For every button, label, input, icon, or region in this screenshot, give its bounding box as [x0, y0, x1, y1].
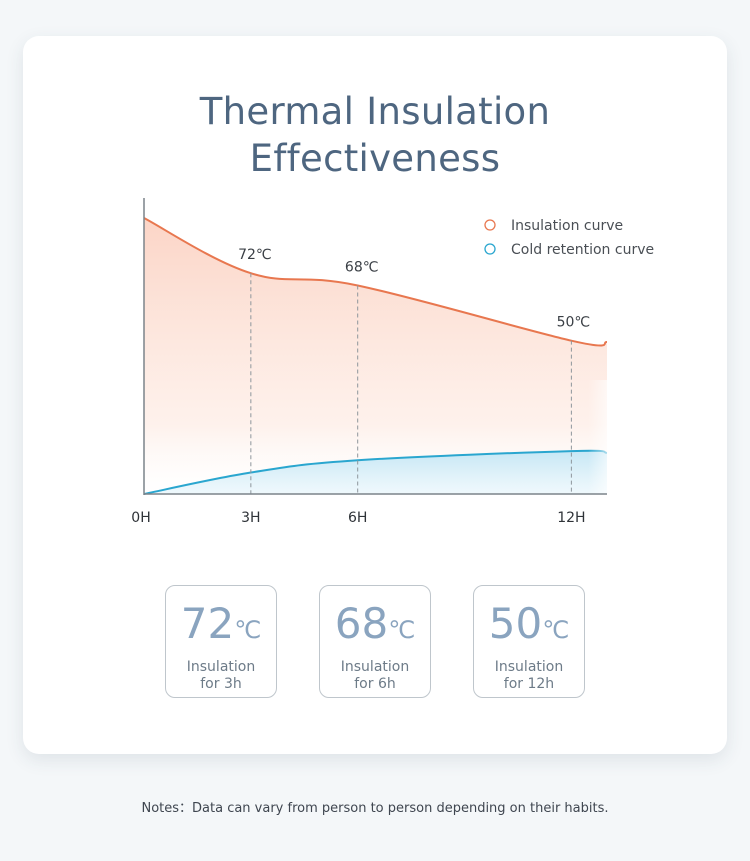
point-label: 50℃ — [557, 315, 591, 331]
stat-box: 68℃ Insulation for 6h — [319, 585, 431, 698]
stat-label-line-1: Insulation — [340, 659, 410, 675]
stat-label: Insulation for 12h — [474, 659, 584, 693]
stat-box: 72℃ Insulation for 3h — [165, 585, 277, 698]
insulation-chart: 72℃ 68℃ 50℃ 0H 3H 6H 12H Insulation curve Cold r… — [131, 198, 654, 526]
stat-number: 68 — [334, 599, 389, 648]
legend-label: Insulation curve — [511, 218, 623, 234]
stat-unit: ℃ — [234, 616, 262, 644]
x-tick-label: 12H — [557, 510, 585, 526]
stat-unit: ℃ — [542, 616, 570, 644]
x-tick-label: 6H — [348, 510, 367, 526]
legend-marker — [484, 219, 496, 231]
notes-text: Notes：Data can vary from person to perso… — [141, 801, 609, 816]
stat-label: Insulation for 3h — [166, 659, 276, 693]
series-area-1 — [144, 218, 607, 494]
stat-unit: ℃ — [388, 616, 416, 644]
stat-label-line-2: for 12h — [503, 676, 555, 692]
point-label: 68℃ — [345, 259, 379, 275]
stat-value: 50℃ — [474, 602, 584, 655]
x-tick-label: 3H — [241, 510, 260, 526]
legend-marker — [484, 243, 496, 255]
stat-value: 72℃ — [166, 602, 276, 655]
x-tick-label: 0H — [131, 510, 150, 526]
title-line-1: Thermal Insulation — [199, 90, 551, 133]
title-line-2: Effectiveness — [249, 137, 501, 180]
chart-title: Thermal Insulation Effectiveness — [0, 88, 750, 182]
legend-label: Cold retention curve — [511, 242, 654, 258]
stat-box: 50℃ Insulation for 12h — [473, 585, 585, 698]
right-fade — [500, 380, 610, 494]
stat-label-line-1: Insulation — [186, 659, 256, 675]
series-area-2 — [144, 450, 607, 494]
stat-value: 68℃ — [320, 602, 430, 655]
stat-label-line-2: for 3h — [200, 676, 242, 692]
stat-number: 50 — [488, 599, 543, 648]
stat-label-line-1: Insulation — [494, 659, 564, 675]
stat-number: 72 — [180, 599, 235, 648]
stat-label-line-2: for 6h — [354, 676, 396, 692]
stat-label: Insulation for 6h — [320, 659, 430, 693]
point-label: 72℃ — [238, 247, 272, 263]
